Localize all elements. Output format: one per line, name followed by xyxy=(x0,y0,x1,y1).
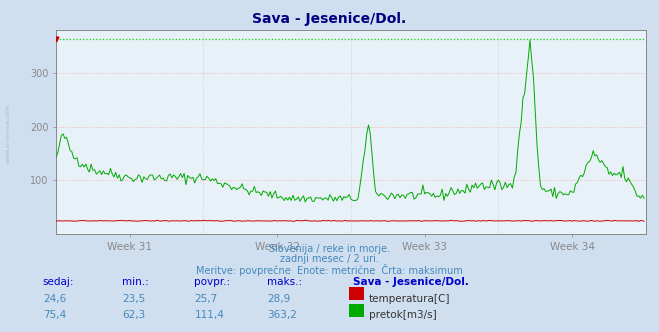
Text: 75,4: 75,4 xyxy=(43,310,66,320)
Text: Meritve: povprečne  Enote: metrične  Črta: maksimum: Meritve: povprečne Enote: metrične Črta:… xyxy=(196,264,463,276)
Text: maks.:: maks.: xyxy=(267,277,302,287)
Text: 62,3: 62,3 xyxy=(122,310,145,320)
Text: 24,6: 24,6 xyxy=(43,294,66,304)
Text: Sava - Jesenice/Dol.: Sava - Jesenice/Dol. xyxy=(252,12,407,26)
Text: Slovenija / reke in morje.: Slovenija / reke in morje. xyxy=(269,244,390,254)
Text: 111,4: 111,4 xyxy=(194,310,224,320)
Text: pretok[m3/s]: pretok[m3/s] xyxy=(369,310,437,320)
Text: 363,2: 363,2 xyxy=(267,310,297,320)
Text: min.:: min.: xyxy=(122,277,149,287)
Text: povpr.:: povpr.: xyxy=(194,277,231,287)
Text: 23,5: 23,5 xyxy=(122,294,145,304)
Text: 25,7: 25,7 xyxy=(194,294,217,304)
Text: temperatura[C]: temperatura[C] xyxy=(369,294,451,304)
Text: Sava - Jesenice/Dol.: Sava - Jesenice/Dol. xyxy=(353,277,469,287)
Text: 28,9: 28,9 xyxy=(267,294,290,304)
Text: zadnji mesec / 2 uri.: zadnji mesec / 2 uri. xyxy=(280,254,379,264)
Text: sedaj:: sedaj: xyxy=(43,277,74,287)
Text: www.si-vreme.com: www.si-vreme.com xyxy=(5,103,11,163)
